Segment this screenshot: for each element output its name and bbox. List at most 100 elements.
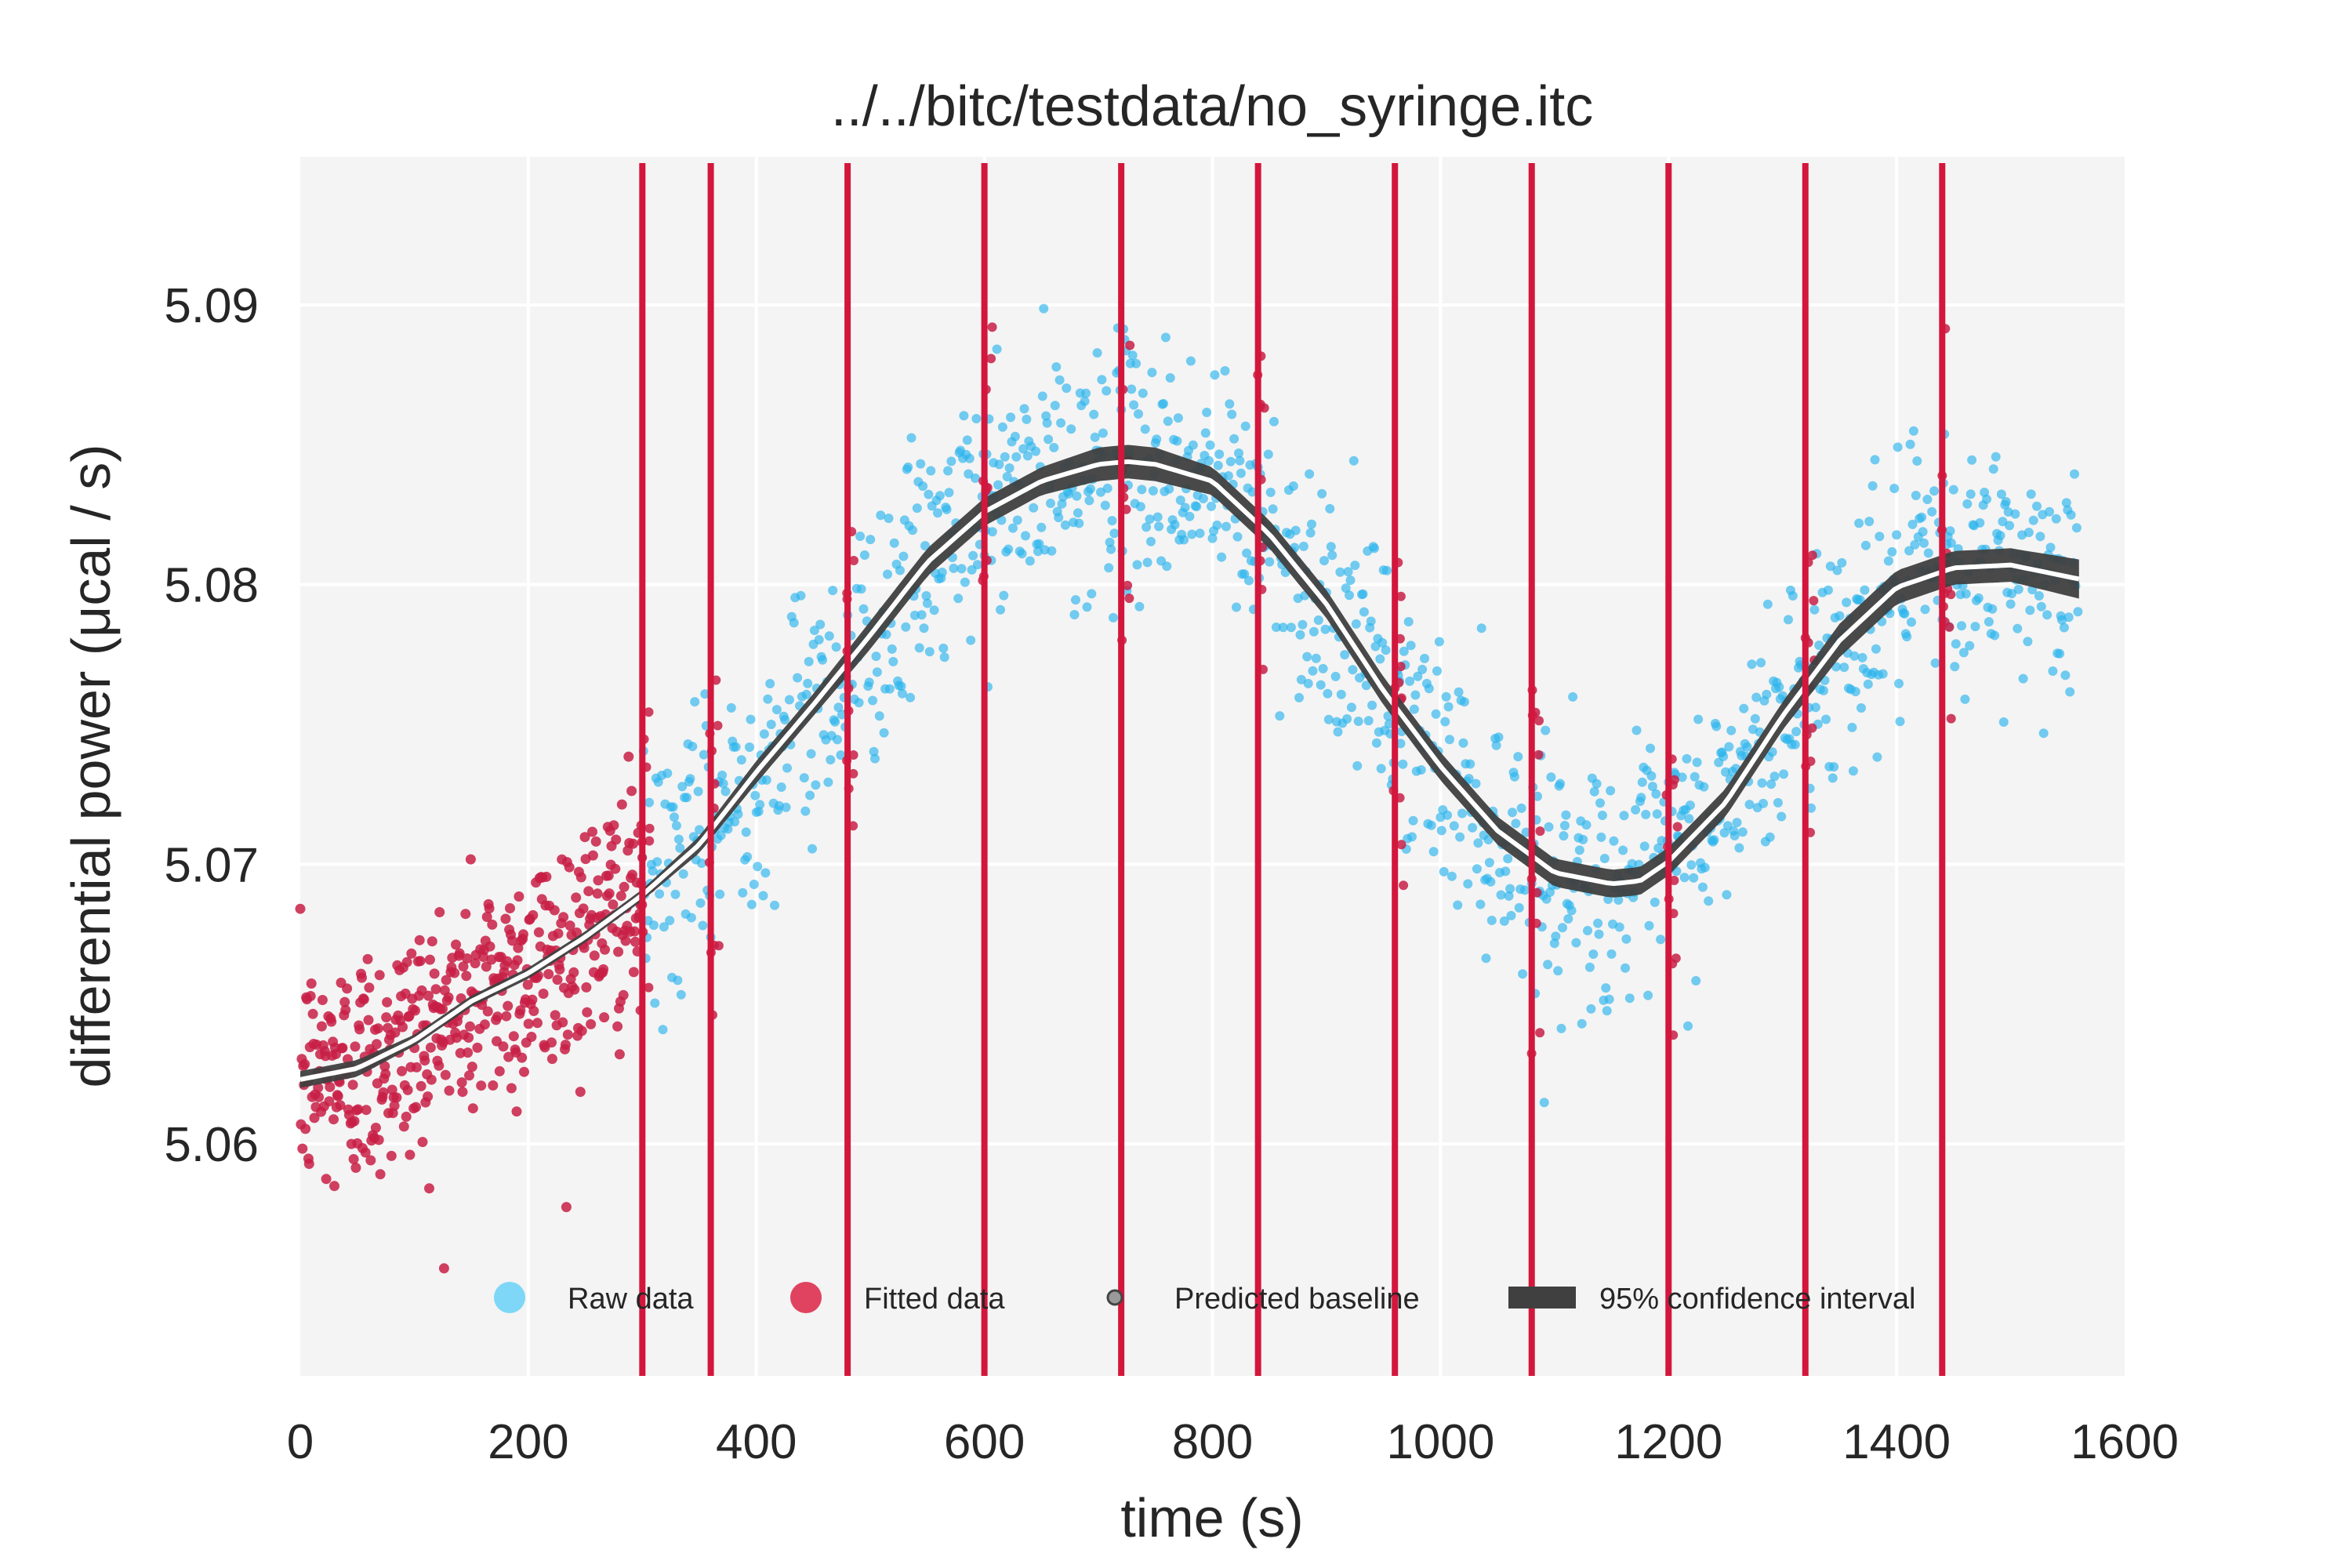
raw-data-point [960,577,970,587]
raw-data-point [1172,436,1182,446]
raw-data-point [1453,900,1463,910]
raw-data-point [1109,612,1118,622]
raw-data-point [1138,388,1148,398]
raw-data-point [1621,934,1632,944]
raw-data-point [1948,485,1958,495]
raw-data-point [1265,557,1275,567]
raw-data-point [781,802,791,812]
predicted-baseline [299,459,2080,1082]
raw-data-point [1857,703,1866,713]
raw-data-point [2026,489,2036,499]
raw-data-point [2025,605,2035,615]
raw-data-point [1627,858,1637,869]
raw-data-point [2048,666,2058,676]
legend: Raw data Fitted data Predicted baseline … [494,1282,1915,1316]
raw-data-point [1382,565,1392,575]
raw-data-point [746,714,756,724]
raw-data-point [1416,765,1426,775]
fitted-data-point [549,905,560,916]
raw-data-point [1129,400,1139,410]
raw-data-point [908,525,917,535]
y-tick-label: 5.09 [164,279,259,333]
raw-data-point [1809,604,1820,615]
raw-data-point [1406,641,1416,651]
raw-data-point [2032,501,2042,511]
fitted-data-point [713,941,724,951]
raw-data-point [1398,759,1408,769]
raw-data-point [1320,624,1330,634]
fitted-data-point [615,891,626,902]
raw-data-point [1268,504,1278,514]
raw-data-point [1594,929,1604,939]
raw-data-point [1650,897,1660,907]
raw-data-point [916,610,927,620]
raw-data-point [1767,747,1777,757]
raw-data-point [1175,495,1185,505]
fitted-data-point [309,1112,320,1123]
raw-data-point [1965,641,1975,651]
raw-data-point [1223,471,1233,481]
raw-data-point [650,998,660,1008]
raw-data-point [1814,641,1824,650]
raw-data-point [1704,896,1714,906]
raw-data-point [1042,418,1052,428]
raw-data-point [1819,685,1828,695]
raw-data-point [1744,800,1755,810]
raw-data-point [1750,713,1760,724]
fitted-data-point [503,1051,514,1062]
raw-data-point [1589,786,1599,797]
raw-data-point [1220,366,1230,376]
raw-data-point [1684,814,1694,824]
raw-data-point [2070,469,2079,479]
fitted-data-point [371,1039,382,1050]
fitted-data-point [306,978,317,989]
raw-data-point [1892,530,1902,540]
raw-data-point [2013,584,2024,594]
raw-data-point [1465,759,1475,769]
legend-raw-marker [494,1282,525,1313]
fitted-data-point [557,1017,568,1028]
raw-data-point [776,782,786,792]
raw-data-point [1146,536,1156,546]
raw-data-point [1154,521,1164,532]
raw-data-point [906,433,916,443]
raw-data-point [2071,523,2082,533]
raw-data-point [738,887,748,898]
fitted-data-point [325,1081,336,1092]
raw-data-point [1922,495,1933,504]
fitted-data-point [402,1084,413,1095]
fitted-data-point [423,990,434,1001]
fitted-data-point [508,1031,519,1042]
raw-data-point [1343,567,1353,577]
fitted-data-point [470,958,481,969]
raw-data-point [949,563,959,573]
fitted-data-point [1125,340,1135,350]
fitted-data-point [627,869,637,880]
raw-data-point [1847,722,1857,732]
fitted-data-point [628,967,639,978]
raw-data-point [1829,762,1839,772]
raw-data-point [1326,542,1336,552]
fitted-data-point [387,1084,397,1095]
raw-data-point [1556,1023,1566,1033]
raw-data-point [1821,714,1831,724]
raw-data-point [809,626,819,635]
raw-data-point [831,642,841,652]
raw-data-point [1618,845,1628,855]
fitted-data-point [592,888,603,899]
raw-data-point [1004,463,1014,473]
raw-data-point [1719,751,1729,761]
raw-data-point [1476,623,1486,633]
raw-data-point [1195,528,1205,539]
fitted-data-point [354,1024,365,1035]
raw-data-point [2028,515,2038,525]
raw-data-point [1431,709,1441,719]
legend-fitted-marker [790,1282,822,1313]
fitted-data-point [340,1004,351,1015]
raw-data-point [1561,810,1571,820]
fitted-data-point [604,888,615,899]
fitted-data-point [329,1181,339,1192]
fitted-data-point [416,1080,426,1091]
raw-data-point [1597,811,1607,820]
raw-data-point [1621,963,1630,973]
